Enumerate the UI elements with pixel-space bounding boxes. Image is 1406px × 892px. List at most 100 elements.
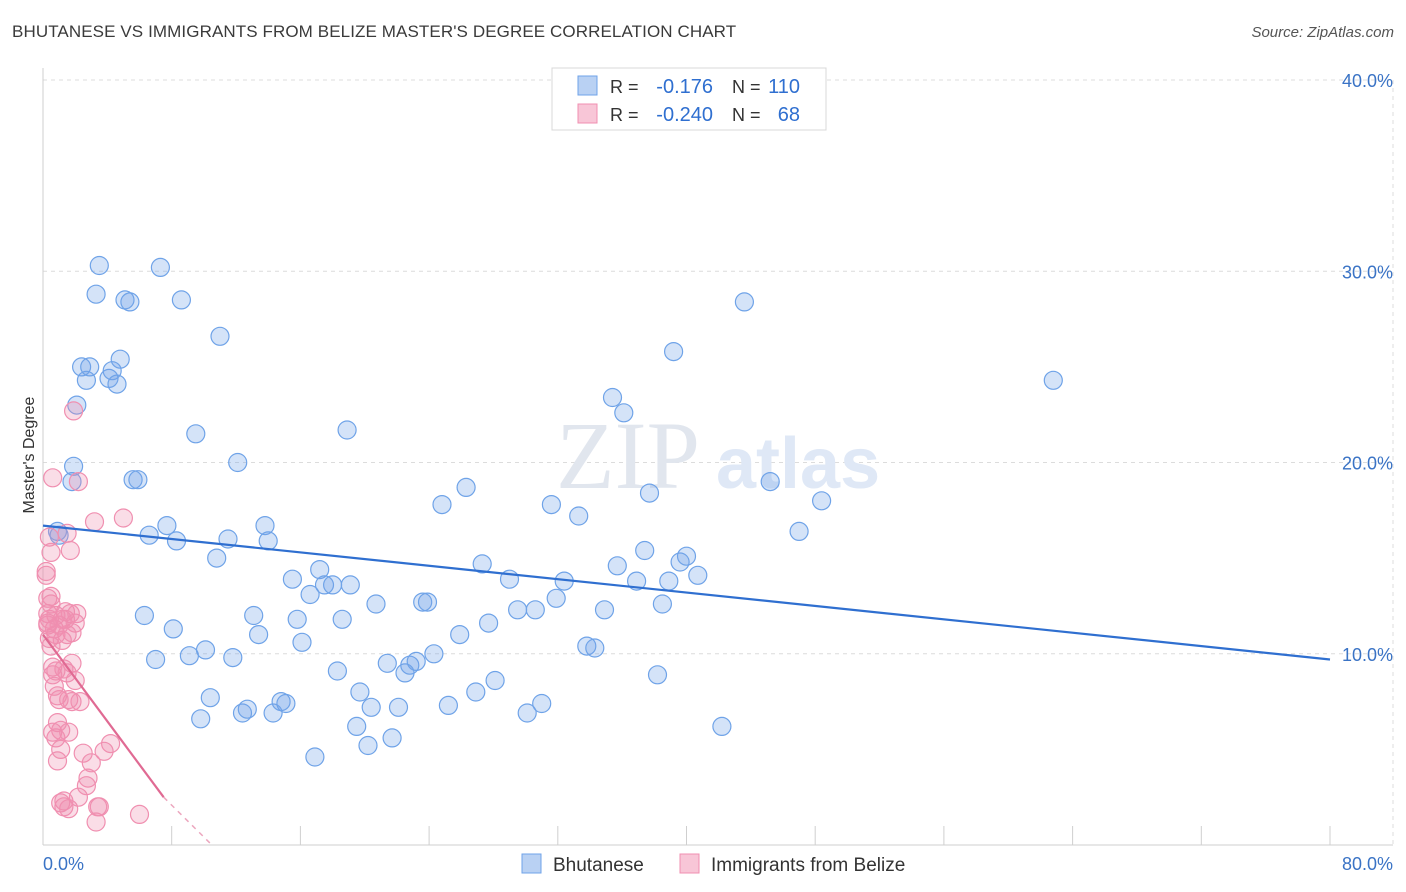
belize-point <box>70 691 90 712</box>
bhutanese-point <box>276 693 296 714</box>
bhutanese-point <box>228 452 248 473</box>
bhutanese-point <box>80 357 100 377</box>
bhutanese-point <box>1043 370 1063 390</box>
bhutanese-point <box>663 342 684 362</box>
bhutanese-point <box>300 584 320 605</box>
belize-point <box>41 586 61 607</box>
bhutanese-point <box>314 575 335 595</box>
stats-r-label-0: R = <box>610 77 639 97</box>
bhutanese-point <box>150 257 170 277</box>
trend-lines <box>42 524 1331 846</box>
bhutanese-point <box>659 571 679 591</box>
bhutanese-point <box>485 670 505 691</box>
stats-legend-swatch-belize <box>577 103 598 124</box>
stats-r-label-1: R = <box>610 105 639 125</box>
belize-point <box>62 653 82 673</box>
bhutanese-point <box>652 594 673 614</box>
belize-point <box>43 468 63 488</box>
bhutanese-point <box>128 470 148 490</box>
bhutanese-point <box>472 554 492 574</box>
bhutanese-point <box>249 624 269 645</box>
chart-title: BHUTANESE VS IMMIGRANTS FROM BELIZE MAST… <box>12 22 737 41</box>
bhutanese-point <box>377 653 397 673</box>
legend-swatch-bhutanese <box>521 853 542 874</box>
bhutanese-point <box>811 491 832 511</box>
bhutanese-point <box>263 703 283 723</box>
bhutanese-point <box>305 747 325 767</box>
stats-n-label-1: N = <box>732 105 761 125</box>
legend-swatch-belize <box>679 853 700 874</box>
bhutanese-point <box>347 716 367 737</box>
series-bhutanese-points <box>47 255 1063 767</box>
bhutanese-point <box>361 697 381 717</box>
bhutanese-point <box>607 556 627 576</box>
chart-source: Source: ZipAtlas.com <box>1251 24 1394 41</box>
belize-trend-line <box>42 633 165 798</box>
bhutanese-point <box>62 472 82 492</box>
bhutanese-point <box>292 632 312 652</box>
bhutanese-trend-line <box>42 524 1331 661</box>
bhutanese-point <box>223 647 243 668</box>
bhutanese-point <box>337 420 357 440</box>
bhutanese-point <box>86 284 106 304</box>
belize-point <box>84 512 105 532</box>
bhutanese-point <box>323 575 343 595</box>
y-axis-label: Master's Degree <box>21 396 38 513</box>
y-tick-label-2: 30.0% <box>1342 262 1393 282</box>
bhutanese-point <box>432 495 452 515</box>
belize-point <box>68 787 89 807</box>
bhutanese-point <box>577 636 597 656</box>
belize-point <box>81 753 101 773</box>
bhutanese-point <box>424 644 444 664</box>
bhutanese-point <box>63 456 84 476</box>
watermark: ZIP atlas <box>556 402 880 509</box>
bhutanese-point <box>585 638 605 658</box>
belize-point <box>51 720 71 740</box>
belize-point <box>129 804 150 825</box>
bhutanese-point <box>350 682 370 702</box>
bhutanese-point <box>525 600 545 620</box>
bhutanese-point <box>123 470 143 490</box>
bhutanese-point <box>366 594 386 614</box>
bhutanese-point <box>466 682 486 702</box>
bhutanese-point <box>157 515 177 536</box>
bhutanese-point <box>479 613 499 633</box>
x-tick-label-max: 80.0% <box>1342 854 1393 874</box>
belize-point <box>67 603 87 624</box>
belize-point <box>78 768 98 788</box>
belize-point <box>94 741 114 761</box>
bhutanese-point <box>244 605 264 626</box>
belize-point <box>47 751 68 771</box>
legend-label-bhutanese: Bhutanese <box>553 855 644 876</box>
legend-label-belize: Immigrants from Belize <box>711 855 905 876</box>
belize-point <box>59 722 79 742</box>
bhutanese-point <box>120 292 140 312</box>
bhutanese-point <box>626 571 647 591</box>
bhutanese-point <box>146 649 166 670</box>
bhutanese-point <box>712 716 732 737</box>
bhutanese-point <box>388 697 409 717</box>
bhutanese-point <box>635 540 655 561</box>
stats-n-label-0: N = <box>732 77 761 97</box>
bhutanese-point <box>255 515 275 536</box>
belize-point <box>62 691 82 712</box>
belize-point <box>113 508 134 528</box>
series-legend: Bhutanese Immigrants from Belize <box>521 853 905 876</box>
bhutanese-point <box>282 569 302 589</box>
bhutanese-point <box>179 646 199 666</box>
stats-legend-swatch-bhutanese <box>577 75 598 96</box>
belize-point <box>100 733 121 754</box>
bhutanese-point <box>195 640 216 660</box>
bhutanese-point <box>507 600 528 620</box>
bhutanese-point <box>569 506 589 526</box>
bhutanese-point <box>789 521 809 542</box>
belize-point <box>60 603 80 624</box>
series-belize-points <box>36 401 150 832</box>
x-tick-labels: 0.0% 80.0% <box>43 854 1393 874</box>
bhutanese-point <box>191 709 211 729</box>
stats-n-value-0: 110 <box>768 76 800 98</box>
bhutanese-point <box>67 395 87 415</box>
belize-point <box>51 739 71 760</box>
bhutanese-point <box>210 326 230 346</box>
